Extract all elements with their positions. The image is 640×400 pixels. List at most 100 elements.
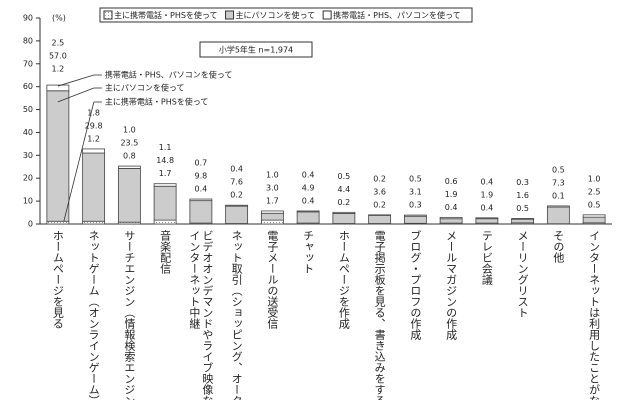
bar-segment — [332, 213, 356, 224]
bar-segment — [46, 90, 70, 222]
value-label: 4.4 — [338, 185, 351, 194]
value-label: 1.2 — [87, 134, 100, 143]
bar-segment — [439, 216, 463, 220]
bar-segment — [153, 183, 177, 187]
legend-label: 携帯電話・PHS、パソコンを使って — [333, 10, 461, 20]
y-tick-label: 90 — [23, 14, 33, 23]
bar-segment — [296, 211, 320, 224]
bar-segment — [546, 206, 570, 225]
value-label: 0.4 — [445, 203, 458, 212]
value-label: 0.2 — [230, 191, 243, 200]
y-tick-label: 70 — [23, 59, 33, 68]
value-label: 0.4 — [302, 170, 315, 179]
y-tick-label: 80 — [23, 36, 33, 45]
y-unit: (%) — [52, 14, 66, 23]
bar-segment — [582, 216, 606, 224]
bar-segment — [260, 219, 284, 225]
y-tick-label: 50 — [23, 105, 33, 114]
callout-line — [57, 87, 95, 103]
value-label: 0.4 — [195, 185, 208, 194]
x-tick-label: テレビ会議 — [480, 230, 494, 285]
x-tick-label: ホームページを見る — [51, 230, 65, 329]
value-label: 0.2 — [373, 200, 386, 209]
value-label: 1.9 — [445, 190, 458, 199]
x-tick-label: メールマガジンの作成 — [444, 230, 458, 340]
value-label: 1.0 — [123, 126, 136, 135]
value-label: 14.8 — [156, 156, 174, 165]
bar-segment — [117, 167, 141, 223]
legend-swatch — [103, 10, 113, 20]
y-tick-label: 40 — [23, 128, 33, 137]
bar-segment — [475, 217, 499, 220]
bar-segment — [403, 215, 427, 224]
x-tick-label: ブログ・プロフの作成 — [408, 230, 422, 340]
bar-segment — [439, 218, 463, 224]
value-label: 1.7 — [266, 196, 279, 205]
value-label: 2.5 — [588, 187, 601, 196]
y-tick-label: 0 — [28, 220, 33, 229]
value-label: 0.7 — [195, 159, 208, 168]
x-tick-label: その他 — [551, 230, 565, 263]
bar-segment — [511, 218, 535, 224]
value-label: 7.6 — [230, 178, 243, 187]
bar-segment — [46, 220, 70, 225]
bar-segment — [368, 214, 392, 224]
bar-segment — [403, 214, 427, 217]
value-label: 2.5 — [52, 39, 65, 48]
value-label: 7.3 — [552, 178, 565, 187]
callout-label: 主に携帯電話・PHSを使って — [105, 97, 209, 107]
value-label: 1.8 — [87, 108, 100, 117]
callout-line — [63, 101, 95, 222]
value-label: 4.9 — [302, 183, 315, 192]
bar-segment — [153, 185, 177, 221]
value-label: 1.1 — [159, 143, 172, 152]
x-tick-label: ネットゲーム（オンラインゲーム） — [87, 230, 101, 400]
x-tick-label: ビデオオンデマンドやライブ映像な インターネット中継 — [187, 230, 214, 400]
x-tick-label: ホームページを作成 — [337, 230, 351, 329]
value-label: 57.0 — [49, 52, 67, 61]
bar-segment — [189, 200, 213, 224]
value-label: 1.2 — [52, 65, 65, 74]
y-tick-label: 60 — [23, 82, 33, 91]
bar-segment — [332, 211, 356, 214]
bar-segment — [260, 210, 284, 214]
value-label: 0.5 — [516, 204, 529, 213]
y-tick-label: 20 — [23, 174, 33, 183]
value-label: 0.8 — [123, 152, 136, 161]
bar-segment — [117, 165, 141, 169]
value-label: 0.5 — [409, 175, 422, 184]
value-label: 3.1 — [409, 188, 422, 197]
bar-segment — [82, 148, 106, 154]
bar-segment — [260, 212, 284, 221]
value-label: 1.0 — [588, 174, 601, 183]
legend-label: 主にパソコンを使って — [236, 10, 316, 20]
value-label: 0.4 — [302, 196, 315, 205]
legend-swatch — [225, 10, 235, 20]
x-tick-label: 電子メールの送受信 — [265, 230, 279, 329]
value-label: 23.5 — [120, 139, 138, 148]
x-tick-label: メーリングリスト — [516, 230, 530, 318]
value-label: 0.3 — [516, 178, 529, 187]
bar-segment — [511, 218, 535, 220]
value-label: 0.5 — [338, 172, 351, 181]
value-label: 0.5 — [588, 200, 601, 209]
x-tick-label: 電子掲示板を見る、書き込みをする — [373, 230, 387, 400]
value-label: 3.0 — [266, 183, 279, 192]
value-label: 3.6 — [373, 187, 386, 196]
bar-segment — [475, 218, 499, 224]
value-label: 1.9 — [481, 190, 494, 199]
value-label: 0.4 — [481, 177, 494, 186]
x-tick-label: ネット取引（ショッピング、オークショ — [230, 230, 244, 400]
value-label: 29.8 — [85, 121, 103, 130]
y-tick-label: 30 — [23, 151, 33, 160]
bar-segment — [296, 210, 320, 213]
annotation-box — [199, 41, 313, 58]
value-label: 0.1 — [552, 191, 565, 200]
value-label: 0.5 — [552, 165, 565, 174]
x-tick-label: インターネットは利用したことがな — [587, 230, 601, 400]
value-label: 0.6 — [445, 177, 458, 186]
bar-segment — [153, 219, 177, 225]
legend-swatch — [322, 10, 332, 20]
callout-label: 携帯電話・PHS、パソコンを使って — [105, 70, 233, 80]
